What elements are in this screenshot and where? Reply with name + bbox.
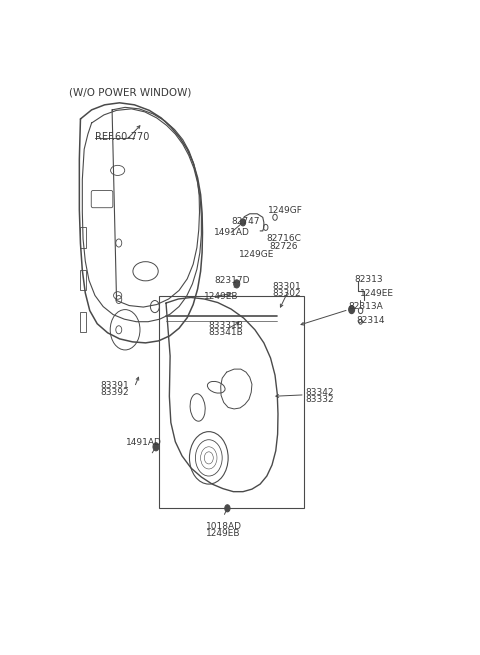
Text: 82313: 82313	[354, 275, 383, 284]
Text: 1249EE: 1249EE	[360, 289, 394, 298]
Text: 1491AD: 1491AD	[126, 438, 162, 447]
Text: 83391: 83391	[100, 381, 129, 390]
Text: 1249EB: 1249EB	[204, 292, 239, 301]
Text: 82313A: 82313A	[348, 302, 383, 311]
Text: 83392: 83392	[100, 388, 129, 397]
Bar	[158, 297, 304, 508]
Text: 82317D: 82317D	[215, 276, 250, 285]
Text: 1491AD: 1491AD	[215, 228, 250, 237]
Text: 83331B: 83331B	[209, 321, 244, 330]
Circle shape	[234, 280, 240, 288]
Text: 83332: 83332	[305, 395, 334, 404]
Text: 1249GF: 1249GF	[268, 206, 303, 215]
Circle shape	[240, 219, 246, 226]
Text: 82726: 82726	[269, 242, 298, 251]
Text: 83301: 83301	[272, 282, 301, 291]
Text: 1249GE: 1249GE	[239, 250, 274, 259]
Circle shape	[348, 305, 355, 314]
Text: 82314: 82314	[357, 316, 385, 325]
Text: REF.60-770: REF.60-770	[96, 132, 150, 141]
Text: 1018AD: 1018AD	[206, 522, 242, 531]
Circle shape	[225, 505, 230, 512]
Text: 1249EB: 1249EB	[206, 529, 240, 538]
Text: 82716C: 82716C	[266, 234, 301, 243]
Text: 83342: 83342	[305, 388, 334, 397]
Circle shape	[153, 443, 159, 451]
Text: 82747: 82747	[231, 217, 260, 227]
Text: 83341B: 83341B	[209, 328, 243, 337]
Text: (W/O POWER WINDOW): (W/O POWER WINDOW)	[69, 88, 192, 98]
Text: 83302: 83302	[272, 289, 300, 298]
